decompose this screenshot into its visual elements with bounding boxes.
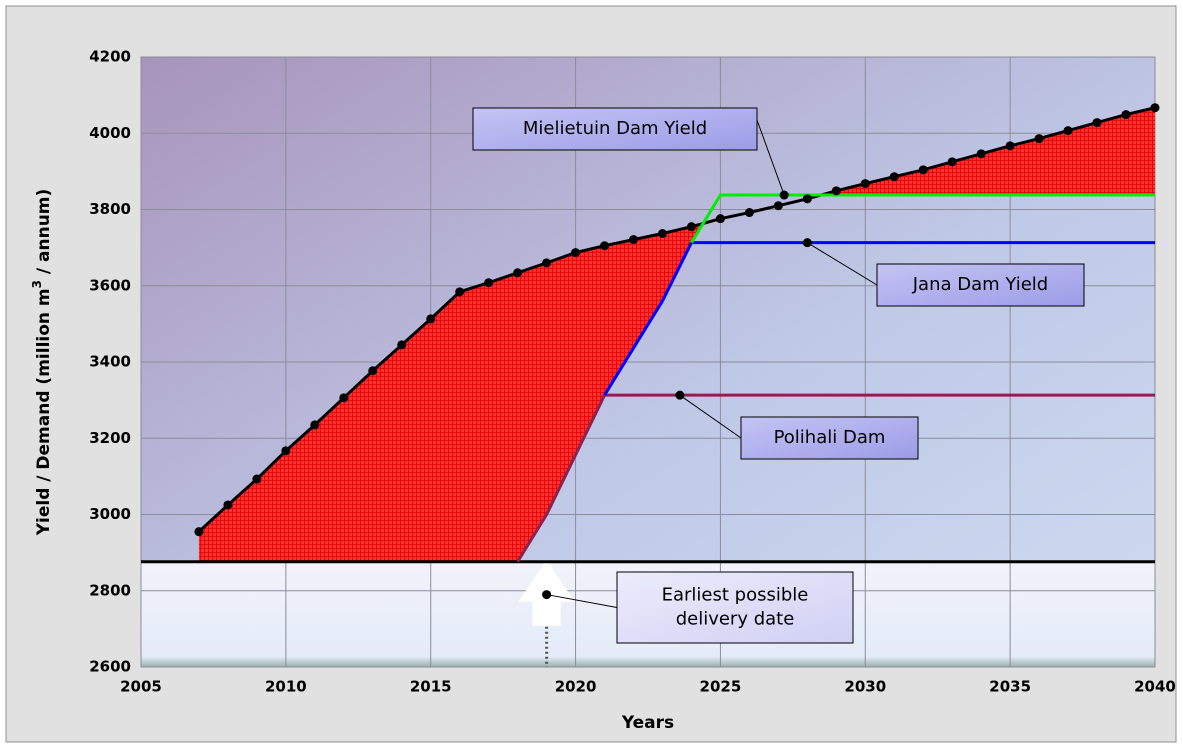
series-line [690,193,1155,244]
annotation-box [876,263,1085,307]
point [513,268,523,278]
point [484,278,494,288]
point [686,222,696,232]
point [918,165,928,175]
point [657,229,667,239]
point [889,172,899,182]
point [310,420,320,430]
point [744,208,754,218]
point [976,149,986,159]
annotation-box [616,571,854,644]
point [455,287,465,297]
point [426,314,436,324]
y-tick-label: 3200 [89,429,131,447]
point [947,157,957,167]
point [1150,103,1160,113]
point [281,446,291,456]
y-tick-label: 3400 [89,353,131,371]
annotation-box [740,416,919,460]
series-line [603,241,1155,396]
series-line [197,106,1156,533]
y-tick-label: 3000 [89,505,131,523]
annotation-point [675,390,685,400]
point [773,201,783,211]
point [860,179,870,189]
y-tick-label: 4200 [89,48,131,66]
point [600,241,610,251]
x-tick-label: 2035 [989,678,1031,696]
point [715,214,725,224]
point [339,393,349,403]
x-tick-label: 2015 [410,678,452,696]
point [571,248,581,258]
point [1092,118,1102,128]
point [223,500,233,510]
annotation-text: delivery date [676,609,795,630]
point [368,366,378,376]
annotation-text: Earliest possible [662,585,809,606]
y-tick-label: 3600 [89,276,131,294]
point [802,194,812,204]
y-tick-label: 2800 [89,581,131,599]
y-axis-label-sup: 3 [30,280,44,288]
y-tick-label: 2600 [89,658,131,676]
annotation-box [472,107,758,151]
annotation-point [779,190,789,200]
point [1005,141,1015,151]
point [397,340,407,350]
y-axis-label-part: / annum) [34,189,54,280]
y-axis-label: Yield / Demand (million m3 / annum) [30,189,55,537]
point [1121,110,1131,120]
leader-line [756,119,785,196]
annotation-text: Mielietuin Dam Yield [523,118,707,139]
x-tick-label: 2005 [120,678,162,696]
x-tick-label: 2025 [700,678,742,696]
point [542,258,552,268]
x-tick-label: 2040 [1134,678,1176,696]
x-tick-label: 2020 [555,678,597,696]
x-axis-label: Years [621,713,674,733]
point [1034,134,1044,144]
leader-line [807,242,878,286]
annotation-point [802,238,812,248]
leader-line [679,394,742,439]
annotation-text: Jana Dam Yield [912,274,1049,295]
annotation-point [542,590,552,600]
leader-line [546,594,618,608]
point [194,527,204,537]
annotation-text: Polihali Dam [774,427,886,448]
point [252,474,262,484]
point [629,235,639,245]
x-tick-label: 2010 [265,678,307,696]
x-tick-label: 2030 [844,678,886,696]
y-tick-label: 4000 [89,124,131,142]
y-tick-label: 3800 [89,200,131,218]
point [1063,126,1073,136]
series-line [516,393,1155,563]
point [831,186,841,196]
y-axis-label-part: Yield / Demand (million m [34,288,54,536]
